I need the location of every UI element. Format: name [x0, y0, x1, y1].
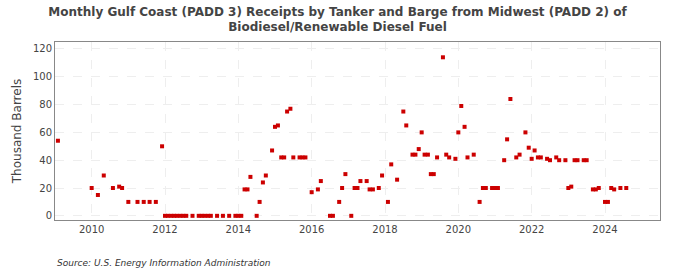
svg-text:2022: 2022 [519, 224, 544, 235]
svg-text:60: 60 [39, 127, 52, 138]
svg-text:0: 0 [46, 210, 52, 221]
svg-text:Source: U.S. Energy Informatio: Source: U.S. Energy Information Administ… [57, 258, 271, 268]
svg-text:Thousand Barrels: Thousand Barrels [10, 79, 24, 184]
svg-text:80: 80 [39, 99, 52, 110]
svg-text:2020: 2020 [446, 224, 471, 235]
svg-text:100: 100 [33, 71, 52, 82]
svg-text:20: 20 [39, 183, 52, 194]
svg-text:2010: 2010 [79, 224, 104, 235]
svg-text:2012: 2012 [152, 224, 177, 235]
svg-text:40: 40 [39, 155, 52, 166]
svg-text:2018: 2018 [372, 224, 397, 235]
svg-text:2024: 2024 [592, 224, 617, 235]
svg-text:2016: 2016 [299, 224, 324, 235]
svg-text:2014: 2014 [226, 224, 251, 235]
svg-text:Monthly Gulf Coast (PADD 3) Re: Monthly Gulf Coast (PADD 3) Receipts by … [48, 5, 627, 35]
svg-text:120: 120 [33, 43, 52, 54]
